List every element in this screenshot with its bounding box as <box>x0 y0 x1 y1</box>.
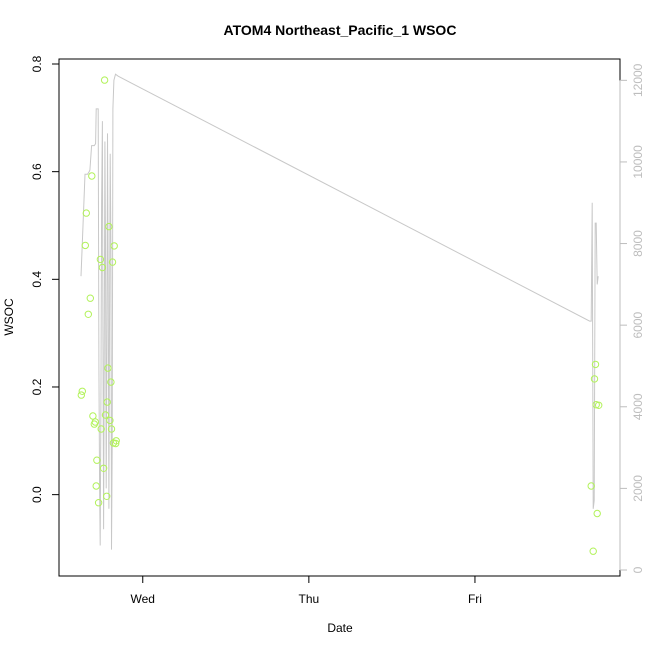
x-axis: Wed Thu Fri <box>131 575 482 606</box>
data-point <box>82 209 91 217</box>
data-point <box>595 401 603 409</box>
y2-tick-label: 8000 <box>631 230 645 257</box>
data-point <box>94 499 103 507</box>
data-point <box>88 172 96 180</box>
y2-tick-label: 2000 <box>631 475 645 502</box>
data-point <box>86 294 95 302</box>
data-point <box>103 398 111 406</box>
data-point <box>96 255 105 264</box>
data-point <box>97 425 105 433</box>
x-tick-label: Fri <box>468 592 482 606</box>
y2-tick-label: 4000 <box>631 393 645 420</box>
y-tick-label: 0.0 <box>30 486 44 503</box>
x-axis-label: Date <box>327 621 353 635</box>
y-tick-label: 0.6 <box>30 163 44 180</box>
data-point <box>81 241 90 250</box>
points-series <box>77 76 603 555</box>
data-point <box>589 547 597 555</box>
y-tick-label: 0.2 <box>30 378 44 395</box>
data-point <box>110 242 118 250</box>
data-point <box>107 378 115 386</box>
data-point <box>107 425 116 433</box>
data-point <box>103 492 111 500</box>
data-point <box>104 364 112 372</box>
y-axis-right: 0 2000 4000 6000 8000 10000 12000 <box>619 63 645 573</box>
y2-tick-label: 12000 <box>631 63 645 97</box>
data-point <box>77 391 86 399</box>
data-point <box>91 418 100 426</box>
y2-tick-label: 0 <box>631 566 645 573</box>
data-point <box>590 375 599 383</box>
chart-title: ATOM4 Northeast_Pacific_1 WSOC <box>224 22 457 38</box>
data-point <box>112 437 120 445</box>
line-series <box>80 73 599 550</box>
data-point <box>593 509 601 518</box>
data-point <box>93 456 101 464</box>
series-line <box>80 73 599 550</box>
data-point <box>106 416 114 425</box>
y2-tick-label: 10000 <box>631 145 645 179</box>
x-tick-label: Wed <box>131 592 155 606</box>
data-point <box>78 387 87 395</box>
data-point <box>101 411 110 419</box>
data-point <box>587 482 595 490</box>
plot-frame <box>58 58 621 577</box>
data-point <box>100 76 109 84</box>
data-point <box>89 412 97 420</box>
y-axis-label: WSOC <box>2 298 16 336</box>
data-point <box>591 360 600 369</box>
y-tick-label: 0.4 <box>30 271 44 288</box>
data-point <box>92 482 100 490</box>
y2-tick-label: 6000 <box>631 311 645 338</box>
data-point <box>99 464 108 472</box>
data-point <box>112 439 120 448</box>
data-point <box>84 310 93 318</box>
data-point <box>108 258 117 266</box>
y-tick-label: 0.8 <box>30 55 44 72</box>
x-tick-label: Thu <box>299 592 320 606</box>
data-point <box>105 222 113 231</box>
y-axis-left: 0.0 0.2 0.4 0.6 0.8 <box>30 55 60 503</box>
data-point <box>98 263 107 272</box>
